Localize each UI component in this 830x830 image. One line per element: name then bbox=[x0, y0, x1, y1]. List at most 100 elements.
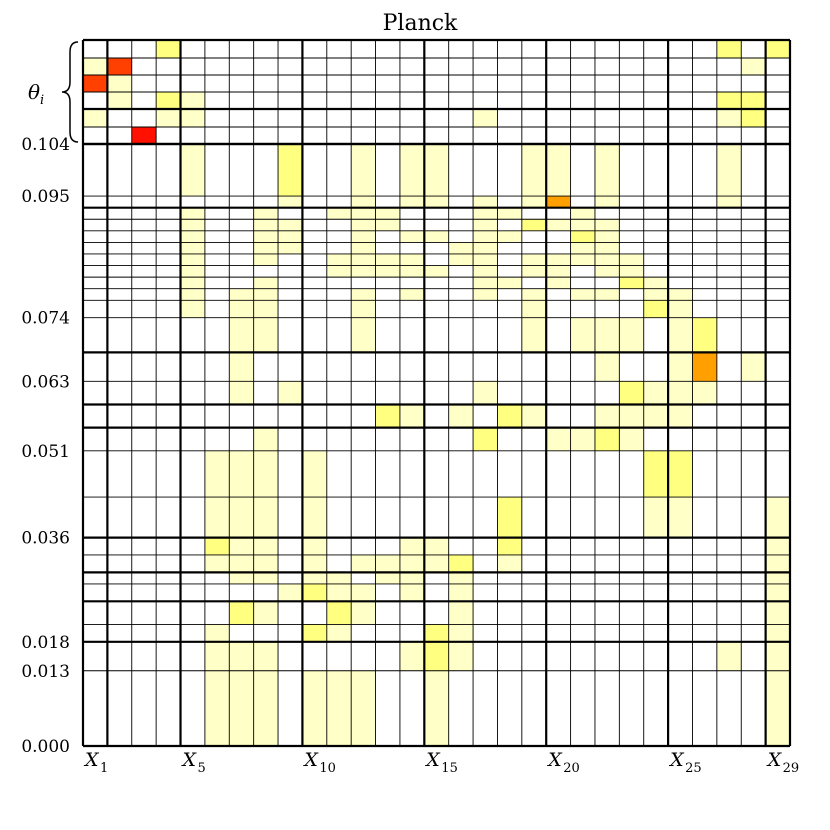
heatmap-cell bbox=[619, 253, 644, 266]
heatmap-cell bbox=[229, 288, 254, 301]
heatmap-cell bbox=[521, 265, 547, 278]
heatmap-cell bbox=[594, 317, 620, 353]
heatmap-cell bbox=[643, 381, 669, 405]
heatmap-cell bbox=[278, 242, 303, 254]
heatmap-cell bbox=[278, 219, 303, 231]
y-tick-label: 0.000 bbox=[21, 737, 70, 757]
heatmap-cell bbox=[546, 277, 571, 289]
heatmap-cell bbox=[156, 40, 181, 58]
chart-title: Planck bbox=[383, 11, 458, 36]
heatmap-cell bbox=[351, 144, 376, 197]
heatmap-cell bbox=[521, 317, 547, 353]
heatmap-cell bbox=[619, 427, 644, 451]
heatmap-cell bbox=[716, 109, 742, 127]
heatmap-cell bbox=[668, 300, 693, 318]
heatmap-cell bbox=[229, 537, 254, 555]
y-tick-label: 0.036 bbox=[21, 529, 70, 549]
heatmap-cell bbox=[302, 554, 327, 573]
heatmap-cell bbox=[302, 450, 327, 498]
heatmap-cell bbox=[473, 277, 498, 289]
heatmap-cell bbox=[399, 230, 425, 243]
heatmap-cell bbox=[375, 572, 400, 584]
heatmap-cell bbox=[424, 537, 449, 555]
heatmap-cell bbox=[716, 40, 742, 58]
heatmap-cell bbox=[229, 601, 254, 625]
heatmap-cell bbox=[570, 288, 595, 301]
heatmap-cell bbox=[399, 144, 425, 197]
y-tick-label: 0.063 bbox=[21, 372, 70, 392]
heatmap-cell bbox=[546, 253, 571, 266]
heatmap-cell bbox=[253, 497, 279, 538]
heatmap-cell bbox=[253, 554, 279, 573]
heatmap-cell bbox=[253, 601, 279, 625]
x-tick-subscript: 5 bbox=[198, 761, 206, 776]
heatmap-cell bbox=[351, 288, 376, 301]
heatmap-cell bbox=[302, 497, 327, 538]
heatmap-cell bbox=[204, 670, 230, 746]
heatmap-cell bbox=[253, 300, 279, 318]
heatmap-cell bbox=[326, 265, 352, 278]
heatmap-cell bbox=[253, 207, 279, 220]
heatmap-cell bbox=[375, 207, 400, 220]
heatmap-cell bbox=[521, 253, 547, 266]
heatmap-cell bbox=[253, 219, 279, 231]
heatmap-cell bbox=[351, 265, 376, 278]
heatmap-cell bbox=[326, 601, 352, 625]
heatmap-cell bbox=[278, 230, 303, 243]
heatmap-cell bbox=[204, 624, 230, 642]
heatmap-cell bbox=[424, 670, 449, 746]
heatmap-cell bbox=[399, 288, 425, 301]
heatmap-cell bbox=[229, 572, 254, 584]
y-tick-label: 0.104 bbox=[21, 135, 70, 155]
heatmap-cell bbox=[180, 230, 205, 243]
heatmap-cell bbox=[521, 300, 547, 318]
heatmap-cell bbox=[375, 253, 400, 266]
heatmap-cell bbox=[741, 109, 766, 127]
heatmap-cell bbox=[448, 601, 474, 625]
x-tick-labels: X 1 X 5 X 10 X 15 X 20 X 25 X 29 bbox=[83, 749, 799, 776]
heatmap-cell bbox=[253, 641, 279, 671]
heatmap-cell bbox=[570, 230, 595, 243]
heatmap-cell bbox=[253, 242, 279, 254]
heatmap-cell bbox=[716, 641, 742, 671]
x-tick-label: X bbox=[766, 749, 783, 771]
heatmap-cell bbox=[716, 92, 742, 109]
heatmap-cell bbox=[302, 572, 327, 584]
heatmap-cell bbox=[448, 641, 474, 671]
heatmap-cell bbox=[107, 92, 132, 109]
heatmap-cell bbox=[765, 497, 790, 538]
heatmap-cell bbox=[473, 109, 498, 127]
heatmap-cell bbox=[448, 554, 474, 573]
heatmap-cell bbox=[326, 583, 352, 602]
heatmap-cell bbox=[448, 583, 474, 602]
heatmap-cell bbox=[643, 300, 669, 318]
heatmap-cell bbox=[204, 450, 230, 498]
heatmap-cell bbox=[229, 381, 254, 405]
heatmap-cell bbox=[156, 92, 181, 109]
heatmap-cell bbox=[521, 219, 547, 231]
x-tick-subscript: 15 bbox=[441, 761, 458, 776]
heatmap-cell bbox=[497, 277, 522, 289]
heatmap-cell bbox=[83, 75, 108, 92]
heatmap-cell bbox=[473, 427, 498, 451]
heatmap-cell bbox=[570, 219, 595, 231]
x-tick-label: X bbox=[424, 749, 441, 771]
x-tick-subscript: 1 bbox=[100, 761, 108, 776]
x-tick-label: X bbox=[546, 749, 563, 771]
heatmap-cell bbox=[302, 583, 327, 602]
heatmap-cell bbox=[643, 450, 669, 498]
heatmap-cell bbox=[375, 554, 400, 573]
x-tick-subscript: 10 bbox=[319, 761, 336, 776]
heatmap-cell bbox=[180, 109, 205, 127]
heatmap-cell bbox=[204, 554, 230, 573]
heatmap-cell bbox=[668, 317, 693, 353]
heatmap-cell bbox=[765, 601, 790, 625]
heatmap-cell bbox=[131, 127, 157, 144]
heatmap-cell bbox=[521, 144, 547, 197]
heatmap-cell bbox=[351, 317, 376, 353]
heatmap-cell bbox=[351, 601, 376, 625]
heatmap-cell bbox=[473, 242, 498, 254]
heatmap-cell bbox=[107, 75, 132, 92]
heatmap-cell bbox=[424, 265, 449, 278]
heatmap-cell bbox=[668, 352, 693, 382]
